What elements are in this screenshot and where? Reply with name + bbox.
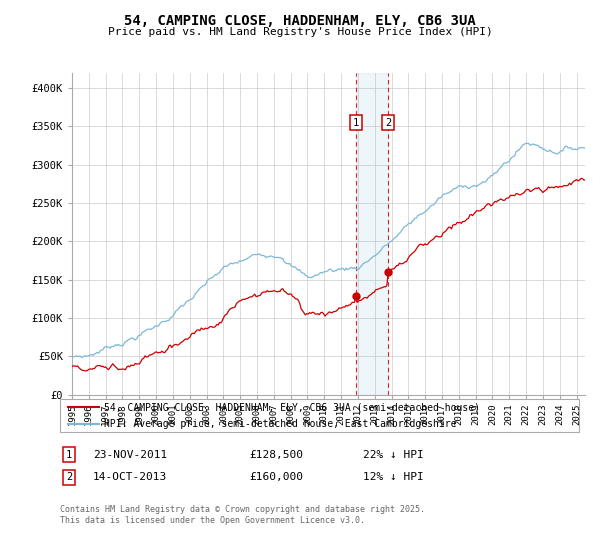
Text: 1: 1 bbox=[66, 450, 72, 460]
Text: 14-OCT-2013: 14-OCT-2013 bbox=[93, 472, 167, 482]
Text: 54, CAMPING CLOSE, HADDENHAM, ELY, CB6 3UA (semi-detached house): 54, CAMPING CLOSE, HADDENHAM, ELY, CB6 3… bbox=[104, 402, 480, 412]
Text: 1: 1 bbox=[353, 118, 359, 128]
Text: 2: 2 bbox=[385, 118, 391, 128]
Text: HPI: Average price, semi-detached house, East Cambridgeshire: HPI: Average price, semi-detached house,… bbox=[104, 419, 457, 429]
Text: £160,000: £160,000 bbox=[249, 472, 303, 482]
Text: £128,500: £128,500 bbox=[249, 450, 303, 460]
Text: 2: 2 bbox=[66, 472, 72, 482]
Text: 54, CAMPING CLOSE, HADDENHAM, ELY, CB6 3UA: 54, CAMPING CLOSE, HADDENHAM, ELY, CB6 3… bbox=[124, 14, 476, 28]
Bar bbox=[356, 73, 388, 395]
Text: 23-NOV-2011: 23-NOV-2011 bbox=[93, 450, 167, 460]
Text: Contains HM Land Registry data © Crown copyright and database right 2025.
This d: Contains HM Land Registry data © Crown c… bbox=[60, 505, 425, 525]
Text: 22% ↓ HPI: 22% ↓ HPI bbox=[363, 450, 424, 460]
Text: Price paid vs. HM Land Registry's House Price Index (HPI): Price paid vs. HM Land Registry's House … bbox=[107, 27, 493, 37]
Text: 12% ↓ HPI: 12% ↓ HPI bbox=[363, 472, 424, 482]
